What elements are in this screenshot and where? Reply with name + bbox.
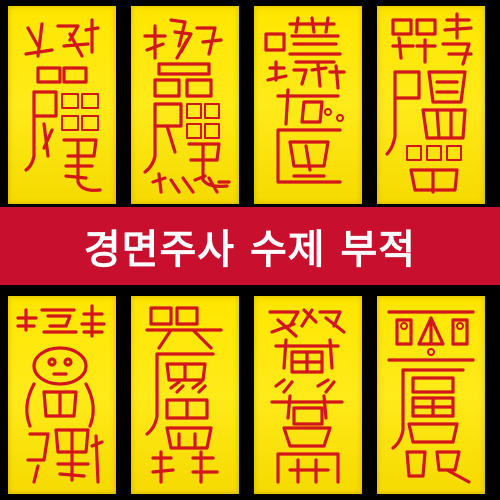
- talisman-paper-6: [131, 296, 239, 494]
- talisman-row-bottom: [0, 296, 500, 496]
- talisman-paper-5: [8, 296, 116, 494]
- talisman-paper-7: [254, 296, 362, 494]
- talisman-paper-2: [131, 6, 239, 204]
- talisman-seal-3: [264, 16, 346, 184]
- talisman-paper-4: [377, 6, 485, 204]
- talisman-paper-1: [8, 6, 116, 204]
- talisman-seal-4: [385, 12, 473, 194]
- banner-title: 경면주사 수제 부적: [83, 227, 417, 273]
- talisman-seal-2: [143, 18, 231, 194]
- talisman-seal-1: [24, 18, 102, 192]
- talisman-seal-5: [16, 304, 106, 484]
- talisman-seal-8: [387, 310, 475, 484]
- talisman-seal-7: [268, 308, 346, 484]
- talisman-row-top: [0, 6, 500, 206]
- talisman-seal-6: [145, 306, 223, 484]
- talisman-paper-8: [377, 296, 485, 494]
- talisman-paper-3: [254, 6, 362, 204]
- title-banner: 경면주사 수제 부적: [0, 207, 500, 285]
